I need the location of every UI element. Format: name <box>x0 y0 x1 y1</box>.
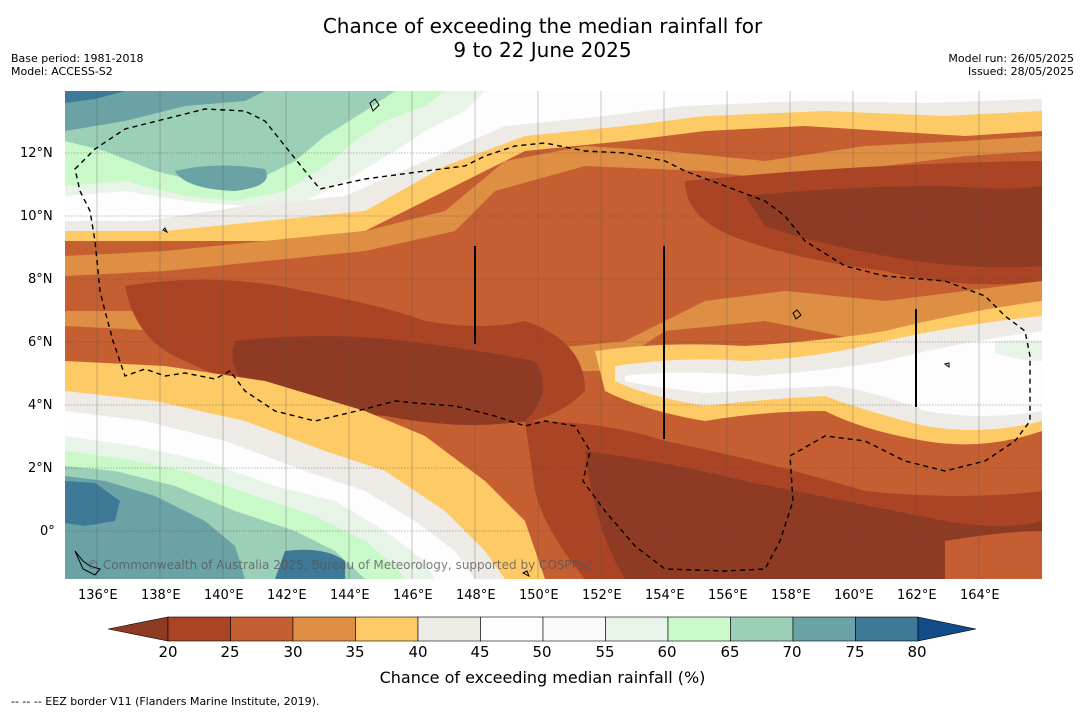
cbar-tick-40: 40 <box>408 643 428 661</box>
x-tick-136e: 136°E <box>78 588 118 603</box>
colorbar-segment <box>167 616 231 642</box>
x-tick-138e: 138°E <box>141 588 181 603</box>
cbar-tick-35: 35 <box>345 643 365 661</box>
x-tick-140e: 140°E <box>204 588 244 603</box>
y-tick-0: 0° <box>40 524 55 539</box>
cbar-tick-25: 25 <box>220 643 240 661</box>
map-title: Chance of exceeding the median rainfall … <box>0 14 1085 62</box>
y-tick-8n: 8°N <box>28 272 53 287</box>
cbar-tick-75: 75 <box>845 643 865 661</box>
watermark: © Commonwealth of Australia 2025, Bureau… <box>87 558 592 572</box>
cbar-tick-30: 30 <box>283 643 303 661</box>
cbar-tick-70: 70 <box>782 643 802 661</box>
colorbar-segment <box>667 616 731 642</box>
x-tick-158e: 158°E <box>771 588 811 603</box>
x-tick-146e: 146°E <box>393 588 433 603</box>
colorbar-segment <box>792 616 856 642</box>
colorbar-segment <box>730 616 794 642</box>
cbar-tick-45: 45 <box>470 643 490 661</box>
eez-borders <box>74 108 1031 572</box>
x-tick-144e: 144°E <box>330 588 370 603</box>
x-tick-148e: 148°E <box>456 588 496 603</box>
x-tick-156e: 156°E <box>708 588 748 603</box>
issued-date: Issued: 28/05/2025 <box>967 65 1074 78</box>
base-period: Base period: 1981-2018 <box>11 52 144 65</box>
x-tick-164e: 164°E <box>960 588 1000 603</box>
cbar-tick-80: 80 <box>907 643 927 661</box>
cbar-tick-20: 20 <box>158 643 178 661</box>
rainfall-map: © Commonwealth of Australia 2025, Bureau… <box>65 91 1042 579</box>
colorbar-segment <box>292 616 356 642</box>
colorbar-segment <box>355 616 419 642</box>
meta-left: Base period: 1981-2018 Model: ACCESS-S2 <box>11 52 143 78</box>
colorbar-title: Chance of exceeding median rainfall (%) <box>379 668 706 687</box>
y-tick-12n: 12°N <box>20 146 53 161</box>
eez-footnote: -- -- -- EEZ border V11 (Flanders Marine… <box>11 695 320 708</box>
colorbar-segment <box>230 616 294 642</box>
title-line-2: 9 to 22 June 2025 <box>453 38 632 62</box>
x-tick-150e: 150°E <box>519 588 559 603</box>
y-tick-2n: 2°N <box>28 461 53 476</box>
x-tick-154e: 154°E <box>645 588 685 603</box>
y-tick-4n: 4°N <box>28 398 53 413</box>
cbar-tick-65: 65 <box>720 643 740 661</box>
meta-right: Model run: 26/05/2025 Issued: 28/05/2025 <box>948 52 1074 78</box>
y-tick-6n: 6°N <box>28 335 53 350</box>
x-tick-160e: 160°E <box>834 588 874 603</box>
colorbar-segment <box>855 616 919 642</box>
y-tick-10n: 10°N <box>20 209 53 224</box>
colorbar-extend-high <box>917 616 977 642</box>
gridlines <box>65 152 1042 532</box>
model-name: Model: ACCESS-S2 <box>11 65 113 78</box>
colorbar-extend-low <box>108 616 169 642</box>
title-line-1: Chance of exceeding the median rainfall … <box>322 14 763 38</box>
cbar-tick-50: 50 <box>532 643 552 661</box>
colorbar-segment <box>417 616 481 642</box>
colorbar-segment <box>542 616 606 642</box>
model-run: Model run: 26/05/2025 <box>948 52 1074 65</box>
colorbar-segment <box>480 616 544 642</box>
cbar-tick-60: 60 <box>657 643 677 661</box>
x-tick-152e: 152°E <box>582 588 622 603</box>
x-tick-162e: 162°E <box>897 588 937 603</box>
x-tick-142e: 142°E <box>267 588 307 603</box>
colorbar <box>108 616 977 642</box>
colorbar-segment <box>605 616 669 642</box>
cbar-tick-55: 55 <box>595 643 615 661</box>
